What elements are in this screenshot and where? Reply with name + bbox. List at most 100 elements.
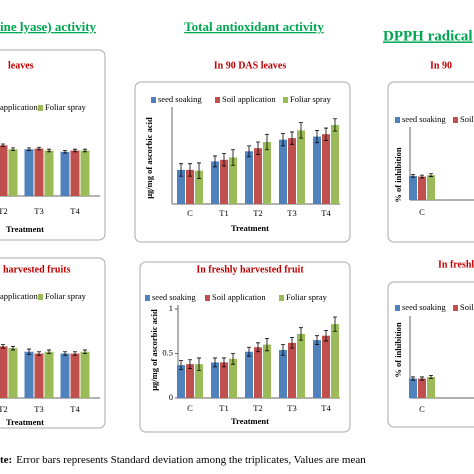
x-tick-label: T3 [34, 206, 43, 216]
bar [279, 139, 287, 204]
y-tick-label: 1 [169, 303, 173, 313]
bar [177, 169, 185, 204]
chart-title: In freshly harvested fruit [196, 264, 304, 275]
bar [211, 161, 219, 204]
x-axis-label: Treatment [231, 416, 269, 426]
legend-label: Soil application [222, 94, 276, 104]
legend-label: seed soaking [402, 114, 446, 124]
bar [297, 333, 305, 398]
bar [288, 342, 296, 398]
x-tick-label: T1 [219, 208, 228, 218]
bar [44, 150, 54, 196]
x-axis-label: Treatment [6, 417, 44, 427]
error-bar [63, 150, 67, 154]
error-bar [429, 173, 433, 177]
bar [80, 351, 90, 398]
x-tick-label: T4 [321, 208, 331, 218]
chart-panel: In 90 seed soaking Soil % of inhibition C [387, 60, 474, 243]
error-bar [11, 147, 15, 151]
panel-border [139, 261, 351, 433]
error-bar [27, 147, 31, 151]
x-tick-label: T4 [321, 403, 331, 413]
chart-panel: In freshly seed soaking Soil % of inhibitio… [387, 259, 474, 428]
error-bar [256, 141, 260, 155]
bar [322, 335, 330, 398]
error-bar [290, 131, 294, 145]
bar [8, 348, 18, 398]
bar [177, 365, 185, 398]
bar [229, 358, 237, 398]
panel-border [0, 49, 106, 241]
error-bar [429, 374, 433, 379]
bar [254, 148, 262, 204]
bar [245, 151, 253, 204]
error-bar [11, 345, 15, 351]
legend-label: application [0, 102, 39, 112]
panel-border [387, 281, 474, 428]
chart-panel: In 90 DAS leaves seed soaking Soil applica… [134, 60, 351, 243]
bar [195, 364, 203, 398]
bar [80, 150, 90, 196]
legend-label: Foliar spray [45, 102, 87, 112]
bar [245, 351, 253, 398]
error-bar [247, 346, 251, 357]
error-bar [411, 376, 415, 381]
x-tick-label: T3 [287, 208, 296, 218]
x-axis-label: Treatment [6, 224, 44, 234]
bar [331, 324, 339, 398]
chart-title: In 90 [430, 60, 452, 71]
legend-label: Soil [460, 302, 474, 312]
error-bar [179, 163, 183, 177]
bar [220, 362, 228, 398]
panel-border [387, 81, 474, 243]
bar [24, 351, 34, 398]
y-axis-label: % of inhibition [393, 322, 403, 378]
error-bar [1, 344, 5, 349]
error-bar [256, 342, 260, 353]
error-bar [324, 329, 328, 342]
chart-title: In freshly [438, 259, 474, 270]
legend-label: seed soaking [158, 94, 202, 104]
legend-label: Soil [460, 114, 474, 124]
bar [195, 170, 203, 204]
error-bar [222, 357, 226, 368]
heading: DPPH radical [383, 28, 473, 44]
legend-label: Foliar spray [45, 291, 87, 301]
legend-swatch [283, 97, 288, 103]
legend-swatch [38, 105, 43, 111]
bar [0, 145, 8, 196]
legend-swatch [279, 295, 284, 301]
legend-label: Foliar spray [286, 292, 328, 302]
x-tick-label: C [419, 404, 425, 414]
bar [44, 351, 54, 398]
error-bar [420, 174, 424, 179]
bar [211, 362, 219, 398]
x-tick-label: T2 [253, 403, 262, 413]
error-bar [188, 163, 192, 177]
y-axis-label: μg/mg of ascorbic acid [144, 117, 154, 199]
x-tick-label: T3 [287, 403, 296, 413]
error-bar [411, 174, 415, 178]
error-bar [247, 145, 251, 158]
error-bar [315, 335, 319, 345]
bar [313, 136, 321, 204]
bar [322, 134, 330, 204]
x-tick-label: T2 [253, 208, 262, 218]
bar [263, 344, 271, 398]
legend-swatch [215, 97, 220, 103]
bar [220, 159, 228, 204]
bar [418, 176, 426, 200]
bar [254, 347, 262, 398]
bar [313, 340, 321, 398]
bar [8, 149, 18, 196]
error-bar [73, 148, 77, 153]
legend-swatch [151, 97, 156, 103]
y-axis-label: % of inhibition [393, 147, 403, 203]
legend-swatch [38, 294, 43, 300]
chart-title: harvested fruits [3, 264, 71, 275]
bar [427, 175, 435, 200]
bar [409, 378, 417, 398]
error-bar [197, 162, 201, 179]
error-bar [231, 353, 235, 365]
legend-label: seed soaking [152, 292, 196, 302]
